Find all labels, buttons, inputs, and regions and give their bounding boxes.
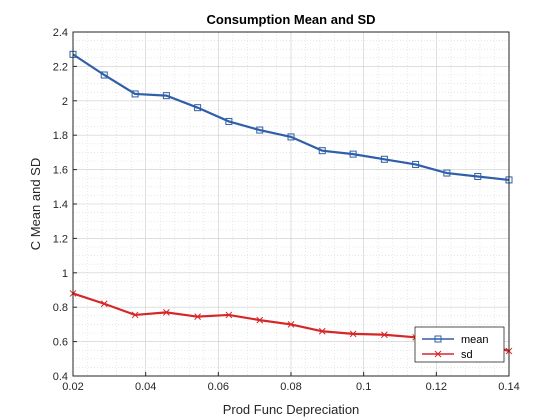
x-axis: 0.02 0.04 0.06 0.08 0.1 0.12 0.14 (62, 372, 520, 393)
y-tick-label: 2 (62, 96, 68, 108)
x-tick-label: 0.08 (280, 381, 301, 393)
x-tick-label: 0.02 (62, 381, 83, 393)
mean-point (349, 150, 357, 158)
mean-point (412, 160, 420, 168)
grid (72, 31, 510, 377)
x-tick-label: 0.14 (498, 381, 519, 393)
sd-point (381, 331, 388, 339)
sd-point (194, 313, 201, 321)
sd-point (131, 311, 139, 319)
sd-point (287, 321, 295, 328)
x-tick-label: 0.1 (356, 381, 371, 393)
mean-point (100, 71, 108, 79)
x-tick-label: 0.12 (426, 381, 447, 393)
sd-point (225, 311, 233, 319)
y-tick-label: 2.4 (53, 27, 68, 39)
mean-point (318, 147, 326, 155)
mean-point (162, 92, 170, 100)
y-tick-label: 1 (62, 268, 68, 280)
legend-marker-mean (434, 335, 442, 343)
legend-label-sd: sd (461, 349, 473, 361)
y-tick-label: 0.6 (53, 337, 68, 349)
x-tick-label: 0.06 (208, 381, 229, 393)
mean-point (256, 126, 264, 134)
sd-point (349, 330, 357, 338)
mean-point (131, 90, 139, 98)
y-axis-title: C Mean and SD (28, 158, 43, 251)
mean-point (194, 104, 202, 112)
mean-point (287, 133, 295, 141)
sd-point (163, 309, 170, 316)
y-axis: 0.4 0.6 0.8 1 1.2 1.4 1.6 1.8 2 2.2 2.4 (53, 27, 77, 383)
legend-box (414, 326, 505, 363)
y-tick-label: 1.8 (53, 130, 68, 142)
chart-title: Consumption Mean and SD (207, 12, 376, 27)
y-tick-label: 0.8 (53, 302, 68, 314)
sd-point (318, 327, 326, 335)
y-tick-label: 1.6 (53, 165, 68, 177)
mean-series-line (72, 53, 510, 182)
sd-point (256, 316, 264, 324)
x-axis-title: Prod Func Depreciation (223, 402, 360, 417)
mean-point (380, 155, 388, 163)
y-tick-label: 0.4 (53, 371, 68, 383)
y-tick-label: 2.2 (53, 61, 68, 73)
legend-label-mean: mean (461, 334, 489, 346)
mean-point (474, 172, 482, 180)
y-tick-label: 1.4 (53, 199, 68, 211)
legend-marker-sd (434, 350, 442, 358)
sd-point (100, 300, 108, 308)
legend: mean sd (414, 326, 505, 363)
y-tick-label: 1.2 (53, 233, 68, 245)
mean-point (225, 117, 233, 125)
x-tick-label: 0.04 (135, 381, 156, 393)
mean-point (443, 169, 451, 177)
